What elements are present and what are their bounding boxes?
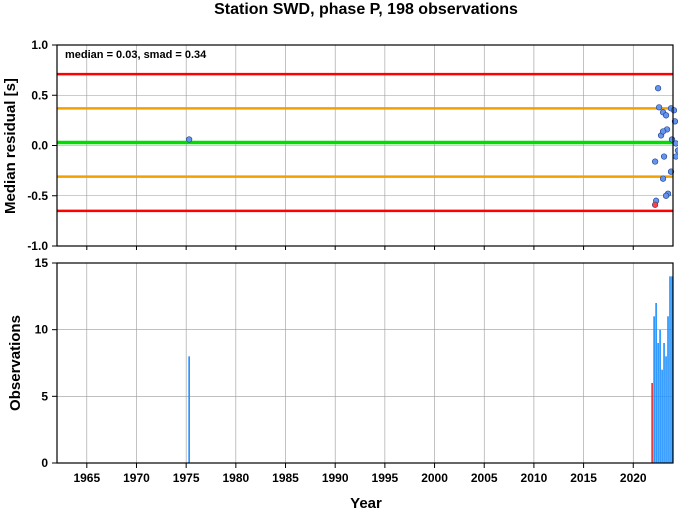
year-x-tick-label: 2010 [521, 471, 548, 485]
year-x-tick-label: 1995 [372, 471, 399, 485]
residual-point [672, 140, 678, 147]
observations-y-tick-label: 15 [35, 256, 49, 270]
year-x-tick-label: 2020 [620, 471, 647, 485]
observations-bar [665, 356, 667, 463]
residual-point [662, 192, 670, 199]
residual-y-axis-label: Median residual [s] [2, 78, 19, 214]
residual-y-tick-label: 0.0 [31, 139, 48, 153]
observations-bar [655, 303, 657, 463]
year-x-tick-label: 2005 [471, 471, 498, 485]
residual-point [659, 175, 667, 182]
year-x-ticks: 1965 1970 1975 1980 1985 1990 1995 2000 2005 2010… [73, 463, 647, 485]
observations-bar [659, 329, 661, 463]
year-x-tick-label: 1965 [73, 471, 100, 485]
observations-bar [661, 369, 663, 463]
residual-point [652, 201, 659, 208]
year-x-tick-label: 1970 [123, 471, 150, 485]
residual-y-tick-label: 1.0 [31, 38, 48, 52]
year-x-tick-label: 1975 [173, 471, 200, 485]
residual-point [662, 112, 670, 119]
year-x-tick-label: 1990 [322, 471, 349, 485]
residual-point [655, 104, 663, 111]
observations-y-axis-label: Observations [7, 315, 24, 411]
observations-y-tick-label: 5 [41, 389, 48, 403]
observations-grid [57, 262, 673, 464]
residual-point [654, 85, 662, 92]
observations-bar [653, 316, 655, 463]
year-x-axis-label: Year [350, 495, 382, 511]
residual-point [660, 153, 668, 160]
residual-point [670, 107, 678, 114]
residual-y-tick-label: 0.5 [31, 88, 48, 102]
residual-point [672, 153, 678, 160]
year-x-tick-label: 2000 [421, 471, 448, 485]
observations-bar [657, 343, 659, 463]
observations-frame [56, 262, 674, 464]
observations-bar [667, 316, 669, 463]
observations-bars [188, 276, 673, 463]
residual-point [659, 128, 667, 135]
observations-bar [669, 276, 671, 463]
residual-panel: -1.0 -0.5 0.0 0.5 1.0 median = 0.03, smad = … [2, 38, 678, 253]
observations-y-tick-label: 0 [41, 456, 48, 470]
residual-point [652, 158, 659, 165]
observations-y-tick-label: 10 [35, 323, 49, 337]
residual-point [186, 136, 193, 143]
year-x-tick-label: 2015 [570, 471, 597, 485]
residual-y-ticks: -1.0 -0.5 0.0 0.5 1.0 [27, 38, 634, 253]
year-x-tick-label: 1980 [222, 471, 249, 485]
observations-bar [663, 343, 665, 463]
residual-y-tick-label: -0.5 [27, 189, 48, 203]
residual-points [186, 85, 678, 208]
observations-bar [188, 356, 190, 463]
observations-bar [651, 383, 653, 463]
observations-y-ticks: 0 5 10 15 [35, 256, 57, 470]
stats-annotation: median = 0.03, smad = 0.34 [65, 49, 207, 61]
residual-threshold-lines [57, 72, 673, 213]
observations-panel: 0 5 10 15 1965 1970 1975 1980 1985 1990 1995 2000 2… [7, 256, 674, 511]
observations-bar [671, 276, 673, 463]
year-x-tick-label: 1985 [272, 471, 299, 485]
residual-y-tick-label: -1.0 [27, 239, 48, 253]
chart-title: Station SWD, phase P, 198 observations [214, 1, 518, 18]
